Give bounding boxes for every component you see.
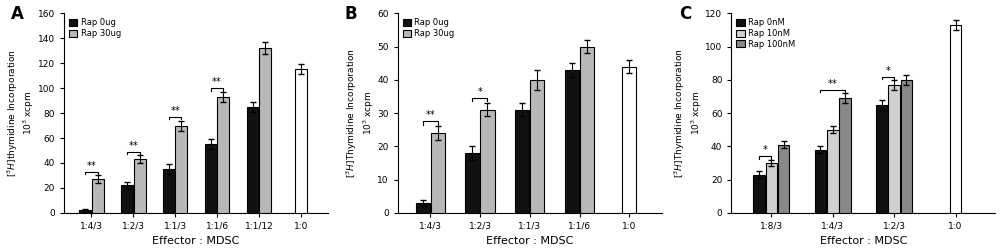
Bar [876, 105, 888, 213]
Bar [778, 145, 790, 213]
Text: **: ** [170, 106, 180, 116]
Bar [753, 175, 765, 213]
Bar [79, 210, 91, 213]
Bar [465, 153, 479, 213]
Bar [623, 67, 637, 213]
X-axis label: Effector : MDSC: Effector : MDSC [152, 236, 240, 246]
Bar [516, 110, 530, 213]
Bar [901, 80, 912, 213]
Text: *: * [477, 87, 482, 97]
Y-axis label: $[^{3}H]$Thymidine Incorporation
$10^{3}$ xcpm: $[^{3}H]$Thymidine Incorporation $10^{3}… [673, 48, 704, 178]
Text: B: B [345, 5, 357, 23]
Text: A: A [11, 5, 24, 23]
Legend: Rap 0ug, Rap 30ug: Rap 0ug, Rap 30ug [402, 17, 455, 39]
Text: *: * [763, 145, 768, 155]
Bar [888, 85, 900, 213]
Bar [827, 130, 839, 213]
Bar [480, 110, 494, 213]
Bar [175, 125, 187, 213]
Y-axis label: $[^{3}H]$thymidine Incorporation
$10^{3}$ xcpm: $[^{3}H]$thymidine Incorporation $10^{3}… [6, 49, 36, 177]
Bar [766, 163, 777, 213]
Text: **: ** [86, 161, 96, 171]
Bar [815, 150, 826, 213]
Text: **: ** [425, 110, 435, 120]
Bar [246, 107, 258, 213]
Bar [259, 48, 271, 213]
Legend: Rap 0nM, Rap 10nM, Rap 100nM: Rap 0nM, Rap 10nM, Rap 100nM [736, 17, 796, 49]
Text: **: ** [128, 141, 138, 151]
Bar [415, 203, 429, 213]
Text: *: * [886, 66, 891, 76]
Bar [950, 25, 961, 213]
Text: **: ** [828, 79, 838, 89]
Text: C: C [679, 5, 691, 23]
Bar [121, 185, 133, 213]
Text: **: ** [212, 77, 222, 87]
Bar [205, 144, 217, 213]
Bar [295, 70, 307, 213]
Bar [580, 47, 595, 213]
X-axis label: Effector : MDSC: Effector : MDSC [486, 236, 574, 246]
Legend: Rap 0ug, Rap 30ug: Rap 0ug, Rap 30ug [68, 17, 122, 39]
Bar [531, 80, 545, 213]
X-axis label: Effector : MDSC: Effector : MDSC [820, 236, 907, 246]
Bar [163, 169, 175, 213]
Y-axis label: $[^{3}H]$Thymidine Incorporation
$10^{3}$ xcpm: $[^{3}H]$Thymidine Incorporation $10^{3}… [345, 48, 375, 178]
Bar [430, 133, 444, 213]
Bar [92, 179, 103, 213]
Bar [565, 70, 580, 213]
Bar [217, 97, 229, 213]
Bar [839, 98, 851, 213]
Bar [133, 159, 145, 213]
